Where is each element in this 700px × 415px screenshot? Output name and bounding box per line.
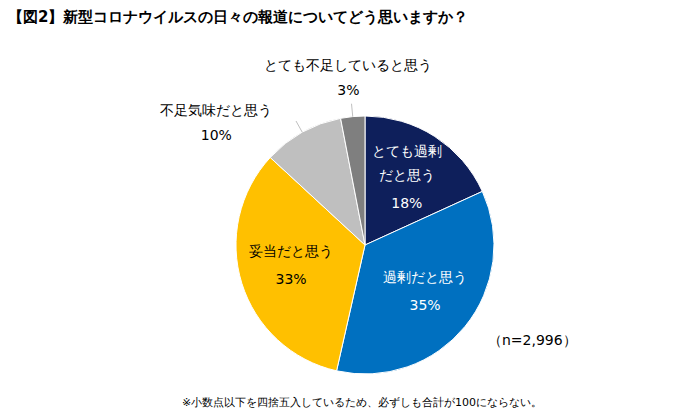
data-label: 3% <box>337 82 359 98</box>
slice-label-line: 過剰だと思う <box>383 269 467 285</box>
data-label: 33% <box>276 271 307 287</box>
footnote: ※小数点以下を四捨五入しているため、必ずしも合計が100にならない。 <box>182 396 542 409</box>
chart: 【図2】新型コロナウイルスの日々の報道についてどう思いますか？ とても過剰だと思う… <box>0 0 700 415</box>
annotation: （n=2,996） <box>488 332 577 348</box>
pie <box>236 116 494 374</box>
slice-label-line: 妥当だと思う <box>249 243 333 259</box>
slice-label: 不足気味だと思う <box>160 102 272 118</box>
labels: とても過剰だと思う 18% 過剰だと思う 35% 妥当だと思う 33% 不足気味だと思う 10… <box>160 57 467 313</box>
slice-label: とても不足していると思う <box>264 57 432 73</box>
data-label: 18% <box>391 195 422 211</box>
pie-slice <box>341 116 365 245</box>
leader-line <box>352 104 353 117</box>
title: 【図2】新型コロナウイルスの日々の報道についてどう思いますか？ <box>8 8 468 26</box>
data-label: 10% <box>201 127 232 143</box>
slice-label: 過剰だと思う <box>383 269 467 285</box>
slice-label: とても過剰だと思う <box>372 143 442 183</box>
slice-label: 妥当だと思う <box>249 243 333 259</box>
slice-label-line: だと思う <box>379 167 435 183</box>
leader-line <box>296 121 302 132</box>
data-label: 35% <box>410 297 441 313</box>
slice-label-line: とても過剰 <box>372 143 442 159</box>
